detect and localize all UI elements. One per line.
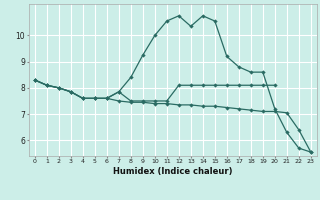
- X-axis label: Humidex (Indice chaleur): Humidex (Indice chaleur): [113, 167, 233, 176]
